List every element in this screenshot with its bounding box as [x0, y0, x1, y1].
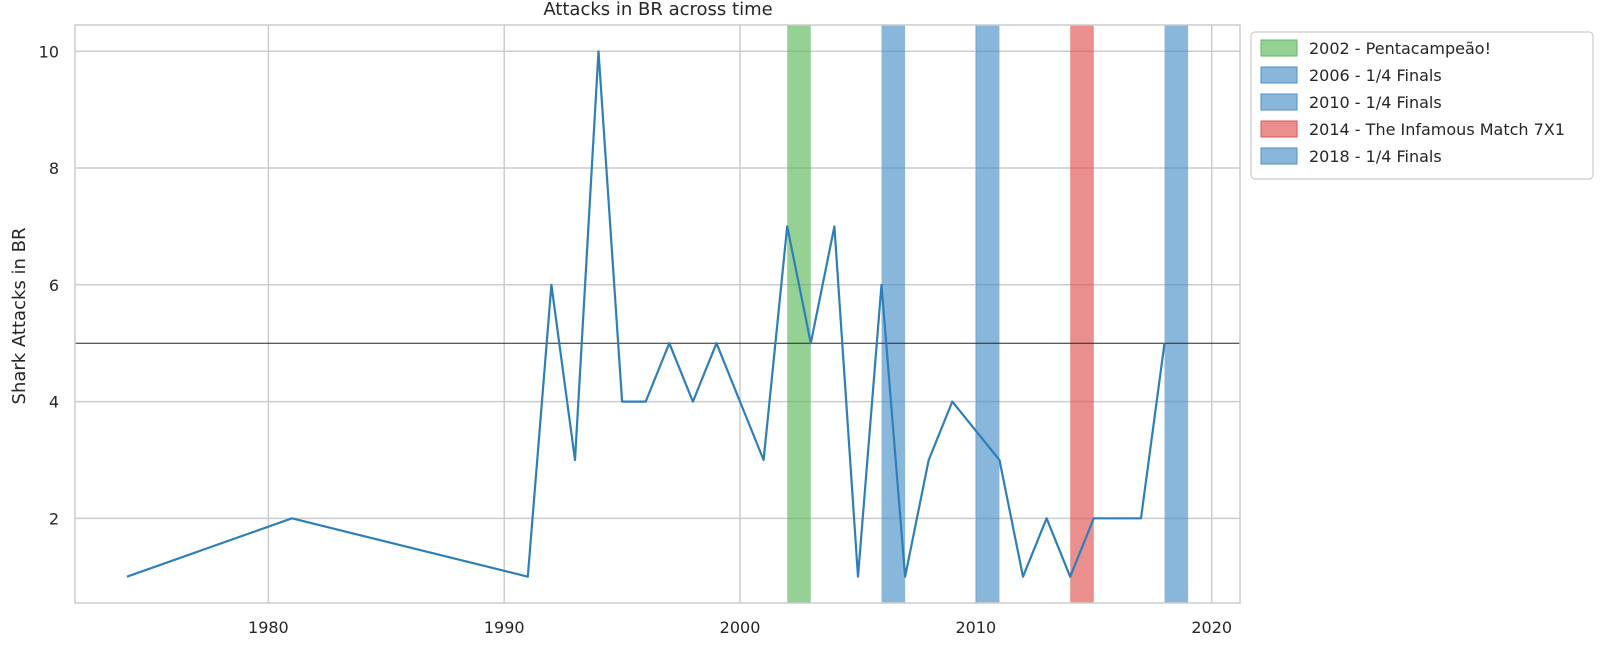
y-tick-label: 2 — [49, 509, 59, 528]
x-tick-label: 2010 — [956, 618, 997, 637]
series-lines — [126, 50, 1166, 578]
y-tick-label: 10 — [39, 42, 59, 61]
highlight-span — [1070, 25, 1094, 603]
legend-label: 2002 - Pentacampeão! — [1309, 39, 1491, 58]
legend-label: 2018 - 1/4 Finals — [1309, 147, 1442, 166]
gridlines — [75, 25, 1240, 603]
legend-label: 2010 - 1/4 Finals — [1309, 93, 1442, 112]
legend-box — [1250, 31, 1594, 180]
highlight-span — [881, 25, 906, 603]
plot-area — [75, 25, 1240, 603]
legend: 2002 - Pentacampeão! 2006 - 1/4 Finals 201… — [1250, 31, 1594, 180]
x-tick-label: 2020 — [1191, 618, 1232, 637]
chart-title: Attacks in BR across time — [543, 0, 772, 20]
y-axis-title: Shark Attacks in BR — [9, 228, 30, 405]
legend-swatch — [1260, 39, 1298, 57]
highlight-span — [975, 25, 1000, 603]
y-tick-label: 8 — [49, 159, 59, 178]
x-tick-label: 1990 — [484, 618, 525, 637]
y-axis-ticks: 2 4 6 8 10 — [39, 42, 59, 528]
highlight-span — [1164, 25, 1189, 603]
highlight-span — [787, 25, 811, 603]
plot-frame — [74, 24, 1241, 604]
legend-label: 2006 - 1/4 Finals — [1309, 66, 1442, 85]
legend-swatch — [1260, 66, 1298, 84]
series-line — [126, 50, 1166, 578]
legend-swatch — [1260, 93, 1298, 111]
legend-label: 2014 - The Infamous Match 7X1 — [1309, 120, 1565, 139]
x-tick-label: 1980 — [248, 618, 289, 637]
highlight-spans — [787, 25, 1189, 603]
legend-swatch — [1260, 120, 1298, 138]
x-tick-label: 2000 — [720, 618, 761, 637]
y-tick-label: 4 — [49, 393, 59, 412]
x-axis-ticks: 1980 1990 2000 2010 2020 — [248, 618, 1232, 637]
legend-swatch — [1260, 147, 1298, 165]
y-tick-label: 6 — [49, 276, 59, 295]
